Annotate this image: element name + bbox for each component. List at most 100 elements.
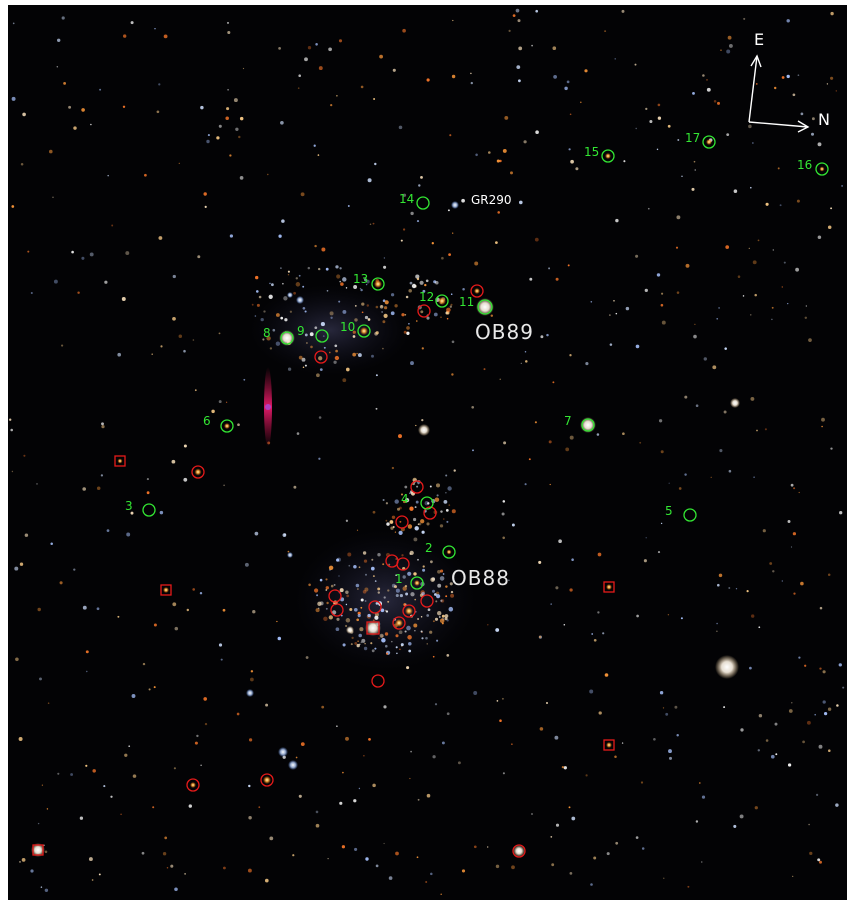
- background-star: [57, 772, 60, 775]
- background-star: [422, 289, 426, 293]
- background-star: [495, 864, 500, 869]
- background-star: [737, 275, 741, 278]
- background-star: [395, 851, 399, 856]
- background-star: [676, 215, 681, 220]
- background-star: [19, 861, 21, 863]
- background-star: [383, 705, 387, 709]
- background-star: [424, 283, 427, 287]
- background-star: [496, 159, 500, 163]
- background-star: [725, 245, 730, 249]
- background-star: [301, 357, 306, 362]
- background-star: [436, 594, 441, 599]
- bright-star: [418, 424, 430, 436]
- background-star: [46, 808, 49, 810]
- background-star: [363, 278, 367, 282]
- background-star: [787, 520, 791, 523]
- background-star: [318, 457, 321, 460]
- background-star: [310, 345, 313, 349]
- background-star: [242, 67, 245, 70]
- background-star: [740, 728, 744, 732]
- background-star: [399, 520, 402, 523]
- source-number-6: 6: [203, 414, 211, 428]
- background-star: [372, 783, 376, 788]
- background-star: [432, 655, 435, 658]
- background-star: [516, 65, 521, 69]
- background-star: [354, 318, 358, 322]
- background-star: [410, 211, 414, 216]
- bright-star: [715, 655, 739, 679]
- background-star: [233, 98, 238, 103]
- background-star: [716, 317, 719, 320]
- background-star: [748, 124, 752, 129]
- background-star: [364, 587, 369, 592]
- background-star: [374, 162, 377, 166]
- source-number-1: 1: [395, 572, 403, 586]
- background-star: [251, 303, 254, 306]
- background-star: [111, 224, 114, 227]
- background-star: [437, 569, 441, 574]
- background-star: [19, 562, 24, 566]
- background-star: [502, 500, 506, 503]
- background-star: [359, 287, 362, 290]
- background-star: [225, 401, 228, 403]
- background-star: [335, 265, 339, 269]
- background-star: [77, 291, 80, 294]
- background-star: [414, 506, 417, 509]
- background-star: [800, 112, 804, 116]
- background-star: [364, 600, 367, 602]
- background-star: [375, 331, 379, 335]
- background-star: [830, 447, 833, 450]
- green-marker-3: [142, 503, 156, 517]
- background-star: [334, 344, 338, 348]
- star-label-gr290: GR290: [471, 193, 512, 207]
- background-star: [501, 512, 505, 516]
- background-star: [371, 558, 374, 561]
- background-star: [440, 569, 444, 573]
- background-star: [271, 283, 274, 287]
- background-star: [658, 419, 663, 423]
- background-star: [404, 497, 410, 503]
- background-star: [357, 614, 361, 618]
- background-star: [345, 590, 349, 595]
- background-star: [247, 868, 252, 873]
- background-star: [199, 591, 203, 595]
- background-star: [420, 176, 423, 179]
- background-star: [681, 175, 683, 177]
- background-star: [430, 560, 433, 564]
- background-star: [125, 251, 130, 256]
- background-star: [710, 476, 712, 478]
- background-star: [276, 620, 278, 623]
- background-star: [254, 315, 257, 317]
- background-star: [774, 722, 778, 726]
- background-star: [518, 46, 523, 51]
- background-star: [372, 222, 375, 225]
- background-star: [218, 124, 222, 128]
- background-star: [487, 151, 491, 154]
- background-star: [511, 743, 513, 745]
- background-star: [549, 483, 551, 486]
- background-star: [446, 712, 450, 716]
- background-star: [718, 573, 723, 578]
- background-star: [280, 316, 284, 320]
- background-star: [433, 312, 438, 317]
- background-star: [385, 502, 389, 505]
- background-star: [378, 637, 380, 640]
- background-star: [797, 74, 800, 77]
- background-star: [448, 606, 454, 612]
- background-star: [90, 123, 92, 126]
- background-star: [525, 360, 528, 363]
- background-star: [817, 858, 821, 862]
- background-star: [361, 638, 366, 643]
- background-star: [383, 265, 387, 269]
- background-star: [399, 648, 401, 651]
- green-marker-17: [702, 135, 716, 149]
- background-star: [358, 787, 361, 790]
- background-star: [546, 333, 549, 337]
- background-star: [265, 703, 269, 707]
- background-star: [73, 126, 77, 130]
- green-marker-8: [280, 331, 294, 345]
- background-star: [826, 83, 829, 85]
- background-star: [307, 266, 311, 270]
- background-star: [395, 593, 399, 598]
- green-marker-2: [442, 545, 456, 559]
